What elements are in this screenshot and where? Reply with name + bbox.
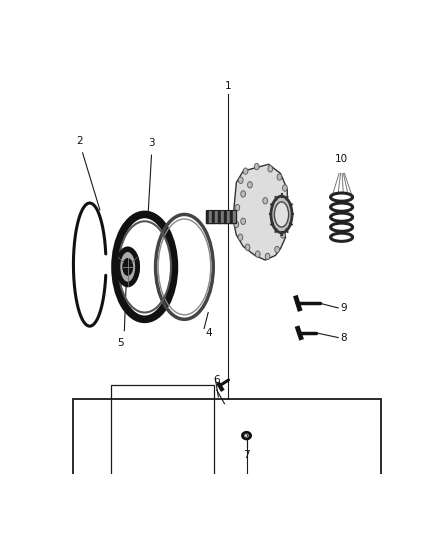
Circle shape: [234, 221, 239, 228]
Bar: [74, 399, 381, 533]
Ellipse shape: [271, 196, 292, 233]
Ellipse shape: [274, 202, 289, 227]
PathPatch shape: [233, 164, 287, 260]
Circle shape: [263, 198, 268, 204]
Circle shape: [254, 164, 259, 169]
Bar: [111, 385, 214, 533]
Circle shape: [241, 218, 246, 224]
Circle shape: [279, 216, 283, 222]
Circle shape: [247, 182, 252, 188]
Text: 7: 7: [243, 450, 250, 460]
Circle shape: [277, 174, 282, 180]
Text: 6: 6: [214, 375, 220, 385]
Circle shape: [283, 202, 287, 208]
Circle shape: [245, 244, 250, 251]
Circle shape: [283, 185, 287, 191]
Bar: [206, 211, 237, 223]
Circle shape: [241, 191, 246, 197]
Circle shape: [238, 234, 243, 240]
Text: 10: 10: [335, 154, 348, 164]
Circle shape: [235, 205, 240, 211]
Circle shape: [243, 168, 248, 174]
Text: 2: 2: [76, 136, 82, 146]
Circle shape: [265, 253, 270, 260]
Ellipse shape: [123, 259, 132, 275]
Circle shape: [275, 246, 279, 253]
Text: 8: 8: [340, 333, 346, 343]
Circle shape: [280, 232, 285, 238]
Text: 1: 1: [225, 82, 231, 91]
Circle shape: [268, 166, 273, 172]
Circle shape: [255, 251, 260, 257]
Ellipse shape: [117, 247, 139, 286]
Text: 9: 9: [340, 303, 346, 313]
Text: 5: 5: [118, 337, 124, 348]
Circle shape: [238, 177, 243, 183]
Text: 4: 4: [206, 328, 212, 338]
Text: 3: 3: [148, 139, 155, 148]
